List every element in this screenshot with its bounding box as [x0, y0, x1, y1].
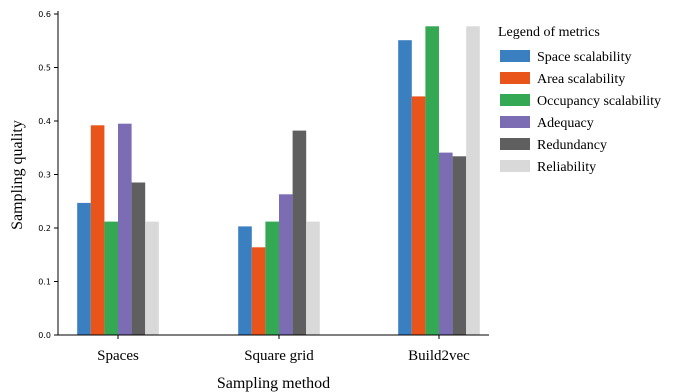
bar-reliability-spaces: [145, 221, 159, 335]
bar-reliability-square-grid: [306, 221, 320, 335]
x-tick-label: Square grid: [244, 348, 314, 364]
bar-reliability-build2vec: [466, 26, 480, 336]
legend-label-area-scalability: Area scalability: [537, 72, 625, 87]
legend: Legend of metrics Space scalability Area …: [498, 25, 661, 175]
bars-group: [77, 26, 480, 336]
y-tick-label: 0.6: [38, 10, 51, 19]
y-axis-title: Sampling quality: [9, 120, 26, 230]
legend-label-occupancy-scalability: Occupancy scalability: [537, 94, 661, 109]
bar-adequacy-build2vec: [439, 152, 453, 335]
axes-group: 0.0 0.1 0.2 0.3 0.4 0.5 0.6 Spaces Square grid Bu…: [38, 10, 489, 364]
bar-adequacy-spaces: [118, 123, 132, 335]
y-tick-label: 0.2: [38, 224, 51, 233]
bar-adequacy-square-grid: [279, 194, 293, 335]
x-tick-label: Build2vec: [408, 348, 470, 364]
legend-swatch-redundancy: [500, 138, 530, 150]
y-tick-label: 0.0: [38, 331, 51, 340]
y-tick-label: 0.5: [38, 64, 51, 73]
bar-area-scalability-build2vec: [411, 96, 426, 336]
bar-occupancy-scalability-build2vec: [425, 26, 439, 336]
y-tick-label: 0.1: [38, 278, 51, 287]
legend-swatch-occupancy-scalability: [500, 94, 530, 106]
legend-title: Legend of metrics: [498, 25, 600, 40]
bar-redundancy-build2vec: [452, 156, 467, 335]
legend-label-redundancy: Redundancy: [537, 138, 607, 153]
bar-occupancy-scalability-square-grid: [265, 221, 279, 335]
legend-swatch-space-scalability: [500, 50, 530, 62]
y-tick-label: 0.4: [38, 117, 51, 126]
legend-label-reliability: Reliability: [537, 160, 596, 175]
legend-label-adequacy: Adequacy: [537, 116, 594, 131]
bar-space-scalability-spaces: [77, 202, 91, 335]
bar-occupancy-scalability-spaces: [104, 221, 118, 335]
bar-space-scalability-build2vec: [398, 40, 412, 335]
x-tick-label: Spaces: [97, 348, 139, 364]
bar-area-scalability-square-grid: [251, 247, 266, 335]
bar-redundancy-square-grid: [292, 130, 307, 335]
bar-redundancy-spaces: [131, 182, 146, 335]
legend-swatch-adequacy: [500, 116, 530, 128]
legend-swatch-reliability: [500, 160, 530, 172]
x-axis-title: Sampling method: [217, 375, 330, 392]
legend-swatch-area-scalability: [500, 72, 530, 84]
bar-space-scalability-square-grid: [238, 226, 252, 335]
bar-area-scalability-spaces: [90, 125, 105, 335]
legend-label-space-scalability: Space scalability: [537, 50, 631, 65]
y-tick-label: 0.3: [38, 171, 51, 180]
